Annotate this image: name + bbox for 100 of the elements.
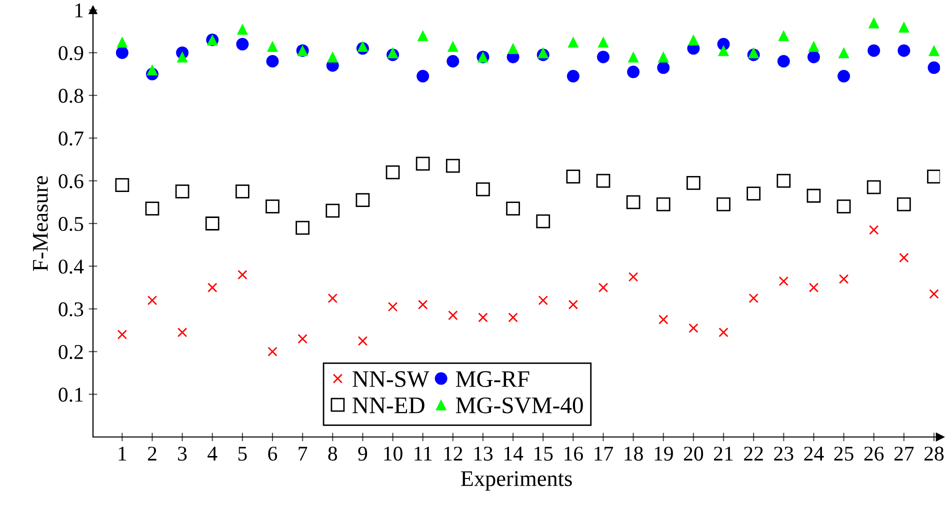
point	[598, 36, 609, 48]
y-axis-title: F-Measure	[33, 176, 48, 271]
point	[388, 302, 398, 312]
legend-label: MG-RF	[456, 371, 530, 388]
legend-label: MG-SVM-40	[456, 397, 583, 414]
point	[628, 272, 638, 282]
point	[596, 174, 610, 188]
legend-label: NN-SW	[352, 371, 430, 388]
point	[778, 276, 789, 286]
point	[266, 54, 279, 68]
point	[358, 336, 368, 346]
point	[356, 193, 370, 207]
point	[808, 282, 819, 292]
point	[236, 24, 248, 35]
point	[807, 50, 820, 64]
x-tick-label: 28	[924, 446, 944, 461]
point	[658, 314, 668, 324]
point	[596, 50, 610, 64]
point	[898, 44, 910, 57]
point	[446, 54, 460, 68]
x-tick-label: 12	[444, 446, 462, 460]
x-tick-label: 25	[834, 446, 854, 461]
point	[778, 30, 790, 42]
point	[208, 282, 218, 292]
x-tick-label: 17	[594, 446, 614, 460]
point	[538, 47, 549, 58]
point	[598, 282, 608, 292]
point	[476, 182, 490, 196]
point	[748, 293, 758, 304]
point	[838, 70, 850, 82]
y-tick-label: 1	[75, 3, 83, 18]
point	[929, 289, 939, 299]
point	[357, 40, 368, 52]
x-tick-label: 27	[894, 446, 914, 460]
point	[688, 34, 700, 46]
point	[628, 51, 639, 63]
x-tick-label: 26	[864, 446, 884, 461]
point	[416, 70, 430, 82]
point	[868, 225, 879, 235]
point	[478, 312, 488, 322]
point	[806, 188, 821, 203]
point	[808, 40, 820, 52]
x-tick-label: 19	[654, 446, 673, 461]
x-tick-label: 20	[684, 446, 704, 461]
point	[177, 328, 188, 338]
y-tick-label: 0.9	[58, 46, 84, 60]
point	[627, 66, 640, 78]
point	[116, 36, 128, 48]
point	[446, 158, 460, 173]
point	[507, 42, 519, 54]
point	[896, 197, 911, 212]
point	[298, 334, 308, 344]
point	[418, 300, 428, 310]
x-tick-label: 8	[328, 446, 338, 461]
point	[387, 47, 398, 58]
point	[777, 54, 790, 68]
x-tick-label: 11	[414, 446, 432, 460]
point	[868, 44, 880, 57]
point	[899, 252, 909, 263]
point	[386, 165, 400, 180]
point	[626, 195, 640, 210]
point	[268, 346, 278, 356]
x-tick-label: 24	[804, 446, 824, 460]
point	[928, 61, 940, 74]
point	[776, 174, 791, 188]
point	[568, 36, 579, 48]
y-tick-label: 0.3	[58, 302, 84, 316]
x-tick-label: 15	[534, 446, 553, 461]
y-tick-label: 0.5	[58, 216, 84, 232]
point	[296, 220, 310, 235]
point	[656, 197, 670, 212]
y-tick-label: 0.8	[58, 88, 84, 103]
point	[658, 51, 669, 63]
point	[686, 176, 700, 190]
point	[176, 51, 188, 63]
x-tick-label: 6	[268, 446, 278, 461]
x-axis-title: Experiments	[460, 471, 572, 491]
point	[117, 330, 128, 340]
point	[147, 296, 158, 306]
point	[836, 199, 851, 214]
x-tick-label: 4	[208, 446, 218, 460]
point	[416, 156, 430, 171]
point	[928, 45, 940, 56]
point	[448, 310, 458, 320]
point	[508, 312, 518, 322]
legend-label: NN-ED	[352, 398, 424, 414]
point	[748, 47, 760, 58]
point	[326, 204, 340, 218]
point	[235, 184, 250, 198]
x-tick-label: 22	[744, 446, 763, 460]
x-tick-label: 16	[564, 446, 583, 461]
y-tick-label: 0.1	[58, 388, 83, 402]
point	[566, 170, 580, 184]
point	[866, 180, 881, 194]
y-tick-label: 0.7	[58, 131, 84, 146]
point	[238, 270, 248, 280]
point	[266, 40, 278, 52]
point	[205, 216, 220, 230]
point	[688, 323, 698, 333]
point	[657, 61, 670, 74]
